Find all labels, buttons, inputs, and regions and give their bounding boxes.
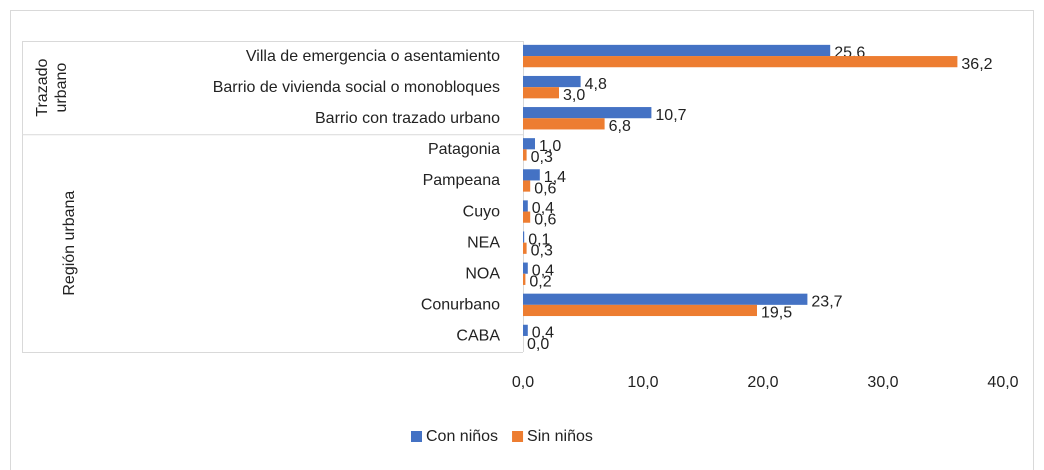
bar (523, 75, 581, 88)
bar (523, 211, 531, 223)
bar (523, 304, 757, 317)
bar (523, 324, 528, 336)
value-label: 0,4 (532, 325, 554, 342)
bar (523, 44, 831, 57)
bar (523, 273, 526, 285)
value-label: 0,1 (528, 231, 550, 248)
bar (523, 200, 528, 212)
value-label: 6,8 (609, 118, 631, 135)
legend-label: Con niños (426, 428, 498, 445)
value-label: 0,6 (534, 211, 556, 228)
legend-label: Sin niños (527, 428, 593, 445)
group-label-line: urbano (53, 63, 70, 113)
value-label: 23,7 (811, 293, 842, 310)
x-tick-label: 40,0 (987, 374, 1018, 391)
value-label: 0,6 (534, 180, 556, 197)
x-tick-label: 20,0 (747, 374, 778, 391)
y-tick-label: Villa de emergencia o asentamiento (246, 48, 500, 65)
y-tick-label: Barrio con trazado urbano (315, 110, 500, 127)
bar (523, 231, 525, 243)
y-tick-label: Pampeana (423, 172, 500, 189)
legend-swatch (512, 431, 524, 442)
value-label: 4,8 (585, 76, 607, 93)
bar (523, 107, 652, 119)
y-tick-label: Cuyo (463, 203, 500, 220)
x-tick-label: 30,0 (867, 374, 898, 391)
value-label: 0,0 (527, 336, 549, 353)
y-tick-label: Patagonia (428, 141, 500, 158)
legend-swatch (411, 431, 422, 442)
x-tick-label: 0,0 (512, 374, 534, 391)
value-label: 10,7 (655, 107, 686, 124)
group-label: Trazado urbano (34, 59, 70, 117)
bar (523, 262, 528, 274)
value-label: 0,4 (532, 262, 554, 279)
bar (523, 149, 527, 161)
value-label: 19,5 (761, 305, 792, 322)
group-label: Región urbana (61, 191, 78, 296)
value-label: 1,0 (539, 138, 561, 155)
y-tick-label: Barrio de vivienda social o monobloques (213, 79, 500, 96)
value-label: 0,3 (531, 242, 553, 259)
y-tick-label: CABA (456, 328, 500, 345)
value-label: 3,0 (563, 87, 585, 104)
bar (523, 118, 605, 130)
bar (523, 169, 540, 181)
bar (523, 56, 958, 68)
bar (523, 87, 559, 99)
value-label: 0,2 (529, 274, 551, 291)
bar (523, 138, 535, 150)
bar (523, 242, 527, 254)
bar (523, 293, 808, 305)
x-tick-label: 10,0 (627, 374, 658, 391)
value-label: 1,4 (544, 169, 566, 186)
y-tick-label: NEA (467, 234, 500, 251)
value-label: 36,2 (961, 56, 992, 73)
bar (523, 180, 531, 192)
group-label-line: Trazado (34, 59, 51, 117)
value-label: 0,3 (531, 149, 553, 166)
chart-border (10, 10, 1034, 470)
value-label: 0,4 (532, 200, 554, 217)
y-tick-label: NOA (465, 265, 500, 282)
y-tick-label: Conurbano (421, 297, 500, 314)
